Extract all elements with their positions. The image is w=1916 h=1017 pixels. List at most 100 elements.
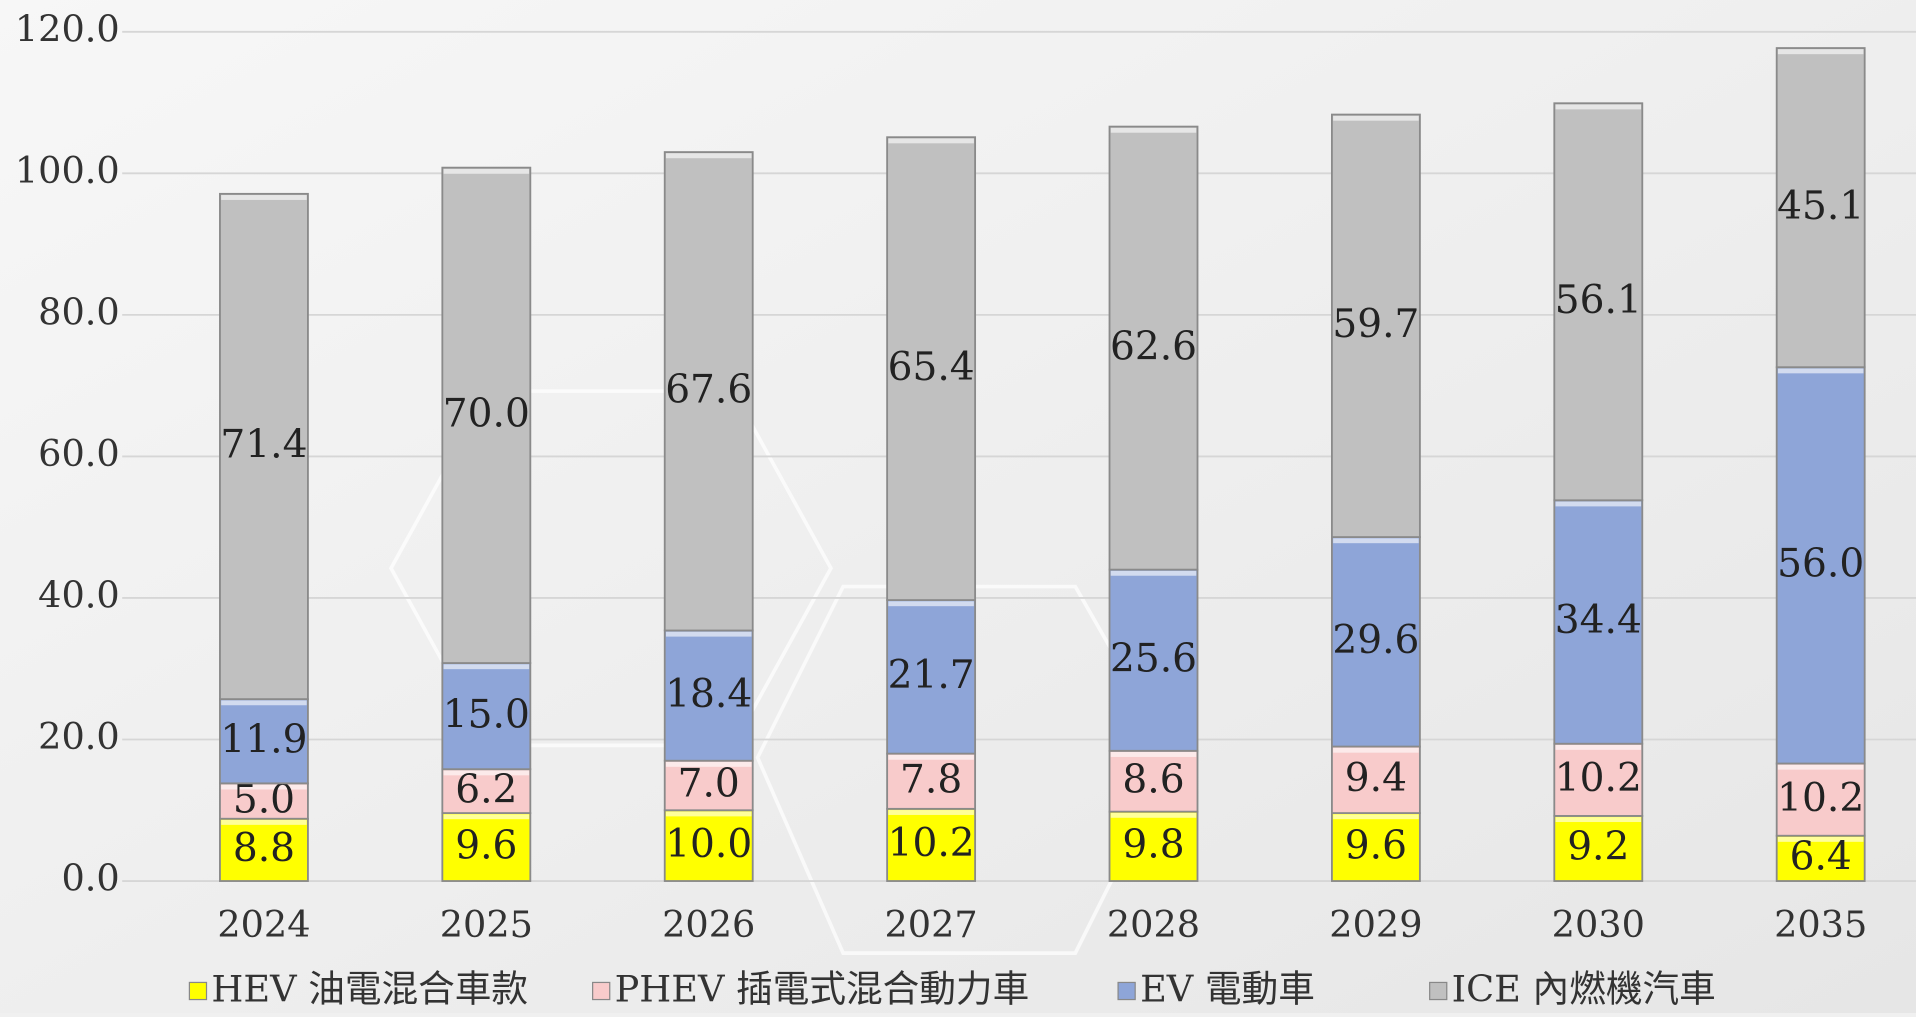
bar-segment — [1330, 536, 1421, 748]
x-tick-label: 2027 — [884, 903, 977, 946]
bar-segment — [1108, 568, 1199, 752]
y-tick-label: 100.0 — [15, 149, 120, 192]
data-label: 18.4 — [665, 672, 752, 717]
decoration — [755, 584, 1176, 955]
bar-bevel — [1110, 752, 1197, 757]
data-label: 9.8 — [1122, 823, 1184, 868]
bar-segment — [219, 192, 309, 701]
x-tick-label: 2025 — [440, 903, 533, 946]
bar-bevel — [888, 138, 974, 144]
legend-label: ICE 內燃機汽車 — [1452, 968, 1716, 1011]
bar-bevel — [1777, 836, 1864, 842]
bar-bevel — [221, 819, 307, 825]
bar-segment — [1775, 47, 1866, 369]
bar-bevel — [1333, 814, 1419, 820]
bar-bevel — [443, 664, 530, 670]
bar-bevel — [1110, 570, 1197, 576]
bar-bevel — [1555, 817, 1642, 823]
data-label: 21.7 — [888, 653, 975, 698]
data-label: 9.6 — [455, 823, 517, 868]
data-label: 7.8 — [900, 757, 962, 802]
data-label: 9.2 — [1567, 825, 1629, 870]
bar-bevel — [1777, 368, 1864, 374]
bar-segment — [886, 752, 977, 810]
bar-bevel — [443, 770, 530, 776]
legend-label: HEV 油電混合車款 — [211, 968, 528, 1011]
legend-swatch — [1117, 981, 1136, 1001]
bar-bevel — [1777, 49, 1864, 55]
legend-swatch — [188, 981, 208, 1001]
data-label: 10.2 — [1777, 776, 1864, 821]
bar-bevel — [1555, 104, 1642, 110]
legend-label: PHEV 插電式混合動力車 — [615, 968, 1030, 1011]
bar-bevel — [1333, 747, 1419, 753]
bar-bevel — [443, 168, 530, 174]
x-tick-label: 2030 — [1552, 903, 1645, 946]
bar-segment — [886, 807, 977, 882]
bar-bevel — [1555, 744, 1642, 750]
bar-bevel — [888, 754, 974, 760]
bar-segment — [886, 599, 977, 755]
bar-segment — [663, 759, 754, 812]
legend-swatch — [592, 981, 611, 1001]
data-label: 7.0 — [678, 762, 740, 807]
legend-label: EV 電動車 — [1140, 968, 1315, 1011]
legend-swatch — [1429, 981, 1448, 1001]
bar-bevel — [888, 601, 974, 607]
x-tick-label: 2024 — [217, 903, 310, 946]
y-tick-label: 80.0 — [38, 290, 120, 333]
data-label: 5.0 — [233, 777, 295, 822]
x-tick-label: 2035 — [1774, 903, 1867, 946]
bar-segment — [219, 817, 309, 882]
data-label: 25.6 — [1110, 636, 1197, 681]
bar-segment — [219, 698, 309, 785]
bar-segment — [1553, 742, 1644, 817]
bar-segment — [1330, 745, 1421, 815]
data-label: 56.1 — [1555, 278, 1642, 323]
y-tick-label: 0.0 — [61, 857, 119, 900]
bar-bevel — [221, 700, 307, 706]
bar-bevel — [1555, 501, 1642, 507]
x-tick-label: 2029 — [1329, 903, 1422, 946]
y-tick-label: 120.0 — [15, 7, 120, 50]
data-label: 10.2 — [888, 821, 975, 866]
bar-bevel — [665, 761, 752, 767]
bar-bevel — [665, 153, 752, 159]
data-label: 29.6 — [1332, 618, 1419, 663]
bar-segment — [1108, 810, 1199, 882]
data-label: 34.4 — [1555, 598, 1642, 643]
y-tick-label: 20.0 — [38, 715, 120, 758]
bar-bevel — [221, 195, 307, 200]
bar-segment — [1108, 749, 1199, 813]
data-label: 9.6 — [1345, 823, 1407, 868]
data-label: 6.4 — [1790, 835, 1852, 880]
x-tick-label: 2028 — [1107, 903, 1200, 946]
bar-segment — [663, 629, 754, 762]
bar-bevel — [665, 631, 752, 637]
bar-segment — [1330, 812, 1421, 882]
data-label: 67.6 — [665, 368, 752, 413]
data-label: 62.6 — [1110, 324, 1197, 369]
data-label: 59.7 — [1332, 302, 1419, 347]
y-tick-label: 40.0 — [38, 573, 120, 616]
bar-bevel — [888, 810, 974, 815]
bar-segment — [663, 151, 754, 632]
data-label: 15.0 — [443, 692, 530, 737]
bar-segment — [1775, 366, 1866, 765]
x-tick-label: 2026 — [662, 903, 755, 946]
bar-segment — [1330, 113, 1421, 538]
bar-segment — [441, 812, 532, 882]
data-label: 70.0 — [443, 392, 530, 437]
data-label: 9.4 — [1345, 756, 1407, 801]
bar-segment — [1553, 102, 1644, 502]
data-label: 8.8 — [233, 826, 295, 871]
data-label: 8.6 — [1122, 757, 1184, 802]
bar-segment — [886, 136, 977, 601]
bar-segment — [441, 166, 532, 664]
bar-segment — [663, 809, 754, 882]
bar-segment — [1553, 814, 1644, 882]
data-label: 56.0 — [1777, 542, 1864, 587]
bar-bevel — [1110, 127, 1197, 133]
